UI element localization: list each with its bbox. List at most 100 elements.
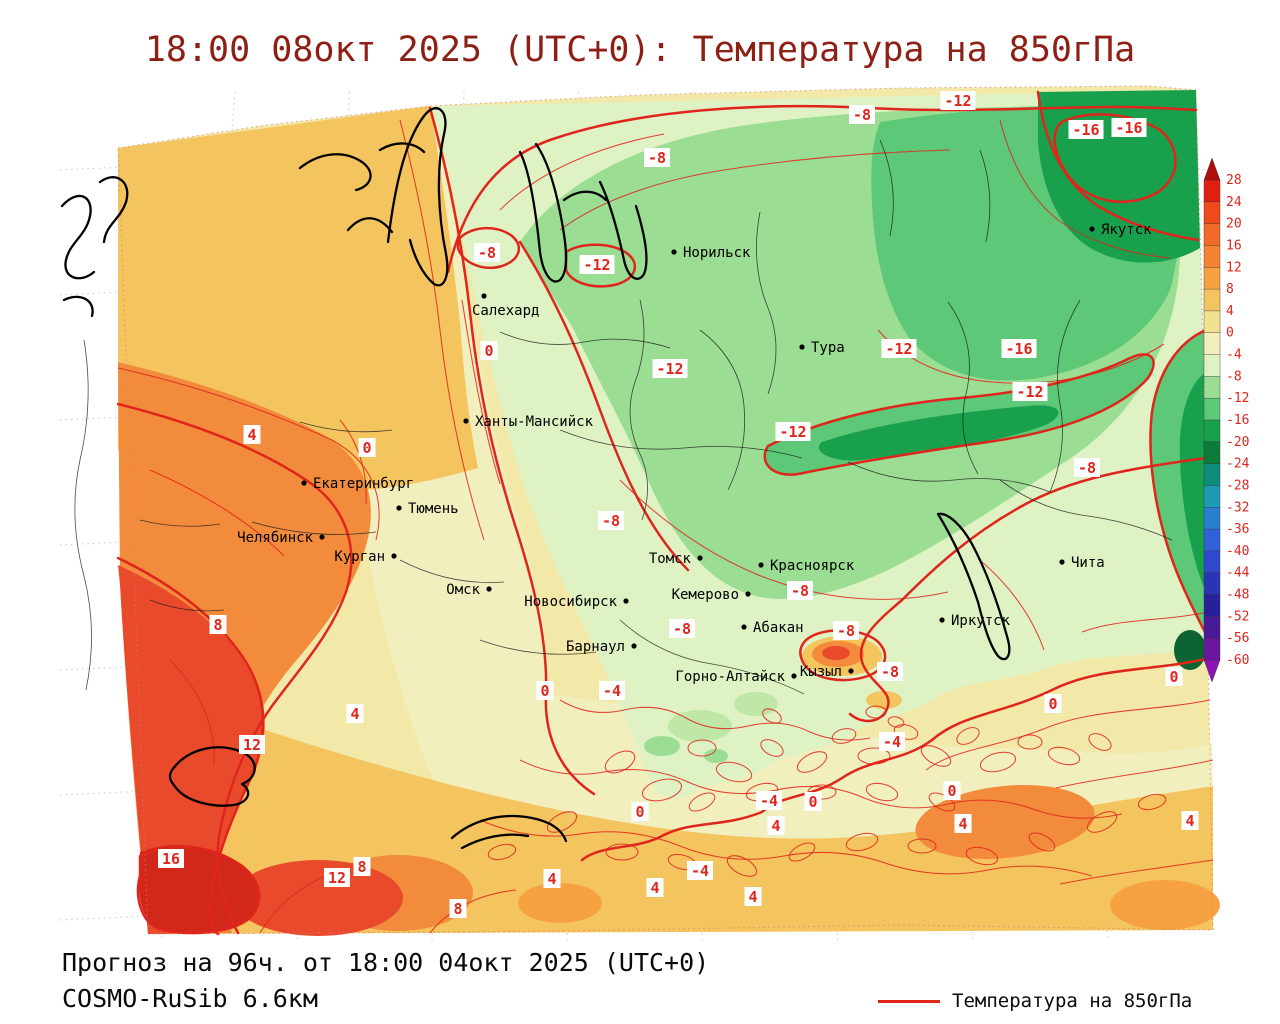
contour-label: 16 bbox=[158, 849, 184, 868]
terrain-contour-loop bbox=[687, 739, 717, 757]
contour-label-value: 4 bbox=[1185, 812, 1194, 830]
city-dot bbox=[631, 643, 637, 649]
contour-label-value: -8 bbox=[478, 244, 496, 262]
colorbar-segment bbox=[1203, 267, 1221, 290]
page-title: 18:00 08окт 2025 (UTC+0): Температура на… bbox=[144, 30, 1136, 70]
terrain-contour-loop bbox=[796, 751, 828, 773]
terrain-contour-loop bbox=[604, 750, 636, 774]
city-marker: Абакан bbox=[741, 620, 804, 636]
contour-label: 8 bbox=[209, 615, 227, 634]
terrain-contour-loop bbox=[1137, 793, 1167, 811]
colorbar-tick-label: 28 bbox=[1226, 173, 1242, 188]
contour-label-value: 0 bbox=[1169, 668, 1178, 686]
contour-label: 0 bbox=[480, 341, 498, 360]
colorbar-segment bbox=[1203, 179, 1221, 203]
colorbar-segment bbox=[1203, 245, 1221, 269]
city-label: Салехард bbox=[472, 303, 539, 319]
colorbar-tick-label: -56 bbox=[1226, 631, 1249, 646]
thin-temperature-contours bbox=[117, 119, 1214, 934]
city-label: Новосибирск bbox=[524, 594, 617, 610]
contour-label: 4 bbox=[243, 425, 261, 444]
city-marker: Иркутск bbox=[939, 613, 1011, 629]
colorbar-tick-label: 8 bbox=[1226, 282, 1234, 297]
terrain-contour-loop bbox=[831, 728, 857, 744]
city-marker: Норильск bbox=[671, 245, 751, 261]
contour-label-value: 0 bbox=[1048, 695, 1057, 713]
contour-label-value: -16 bbox=[1115, 119, 1142, 137]
contour-label-value: -4 bbox=[760, 792, 778, 810]
contour-label-value: 0 bbox=[484, 342, 493, 360]
contour-label-value: -16 bbox=[1072, 121, 1099, 139]
contour-label-value: 4 bbox=[247, 426, 256, 444]
colorbar-segment bbox=[1203, 637, 1221, 661]
contour-label: 0 bbox=[804, 792, 822, 811]
city-dot bbox=[697, 555, 703, 561]
contour-label: 4 bbox=[767, 816, 785, 835]
contour-label: 0 bbox=[943, 781, 961, 800]
contour-label-value: 4 bbox=[547, 870, 556, 888]
contour-label: 4 bbox=[346, 704, 364, 723]
colorbar-tick-label: -20 bbox=[1226, 435, 1249, 450]
contour-label: 8 bbox=[353, 857, 371, 876]
legend: Температура на 850гПа bbox=[878, 990, 1192, 1012]
city-dot bbox=[486, 586, 492, 592]
colorbar-segment bbox=[1203, 332, 1221, 356]
colorbar-tick-label: -28 bbox=[1226, 478, 1249, 493]
colorbar-segment bbox=[1203, 223, 1221, 247]
terrain-contour-loop bbox=[715, 761, 753, 783]
contour-label-value: 0 bbox=[362, 439, 371, 457]
contour-label-value: -8 bbox=[1078, 459, 1096, 477]
city-dot bbox=[939, 617, 945, 623]
contour-label-value: -8 bbox=[648, 149, 666, 167]
contour-label: -12 bbox=[940, 91, 976, 110]
city-dot bbox=[463, 418, 469, 424]
colorbar-segment bbox=[1203, 310, 1221, 334]
terrain-contour-loop bbox=[1028, 832, 1056, 852]
contour-label: -8 bbox=[787, 581, 813, 600]
city-marker: Салехард bbox=[472, 293, 539, 319]
contour-label: -16 bbox=[1111, 118, 1147, 137]
contour-label: -8 bbox=[877, 662, 903, 681]
contour-label-value: -8 bbox=[853, 106, 871, 124]
contour-label-value: -4 bbox=[691, 862, 709, 880]
contour-label: 12 bbox=[239, 735, 265, 754]
city-label: Якутск bbox=[1101, 222, 1152, 238]
contour-label: -4 bbox=[879, 732, 905, 751]
city-marker: Томск bbox=[649, 551, 703, 567]
terrain-contour-loop bbox=[641, 778, 683, 802]
contour-label: -16 bbox=[1001, 339, 1037, 358]
terrain-contour-loop bbox=[788, 842, 816, 862]
terrain-contour-loop bbox=[688, 792, 716, 812]
terrain-contour-loop bbox=[865, 782, 899, 802]
colorbar-cap-bottom bbox=[1203, 659, 1221, 683]
contour-label: 4 bbox=[543, 869, 561, 888]
city-marker: Тура bbox=[799, 340, 845, 356]
admin-borders bbox=[74, 139, 1173, 695]
city-marker: Екатеринбург bbox=[301, 476, 414, 492]
contour-label: -8 bbox=[1074, 458, 1100, 477]
colorbar-tick-label: -12 bbox=[1226, 391, 1249, 406]
colorbar-segment bbox=[1203, 419, 1221, 443]
city-marker: Челябинск bbox=[237, 530, 325, 546]
contour-label: -8 bbox=[598, 511, 624, 530]
colorbar-segment bbox=[1203, 288, 1221, 312]
contour-label: -12 bbox=[881, 339, 917, 358]
contour-label-value: -4 bbox=[883, 733, 901, 751]
model-info: COSMO-RuSib 6.6км bbox=[62, 984, 318, 1013]
colorbar-segment bbox=[1203, 485, 1221, 509]
legend-label: Температура на 850гПа bbox=[952, 990, 1193, 1012]
colorbar-tick-label: 0 bbox=[1226, 326, 1234, 341]
colorbar-tick-label: 20 bbox=[1226, 217, 1242, 232]
terrain-contour-loop bbox=[956, 727, 980, 745]
contour-label: -4 bbox=[756, 791, 782, 810]
city-markers: Норильск Якутск Салехард Тура Ханты-Мансийск… bbox=[237, 222, 1152, 685]
city-marker: Новосибирск bbox=[524, 594, 629, 610]
terrain-contour-loop bbox=[845, 832, 879, 852]
contour-label-value: 4 bbox=[958, 815, 967, 833]
contour-label: 0 bbox=[1044, 694, 1062, 713]
city-dot bbox=[396, 505, 402, 511]
contour-label-value: -12 bbox=[656, 360, 683, 378]
contour-label: 0 bbox=[358, 438, 376, 457]
contour-label-value: 12 bbox=[328, 869, 346, 887]
